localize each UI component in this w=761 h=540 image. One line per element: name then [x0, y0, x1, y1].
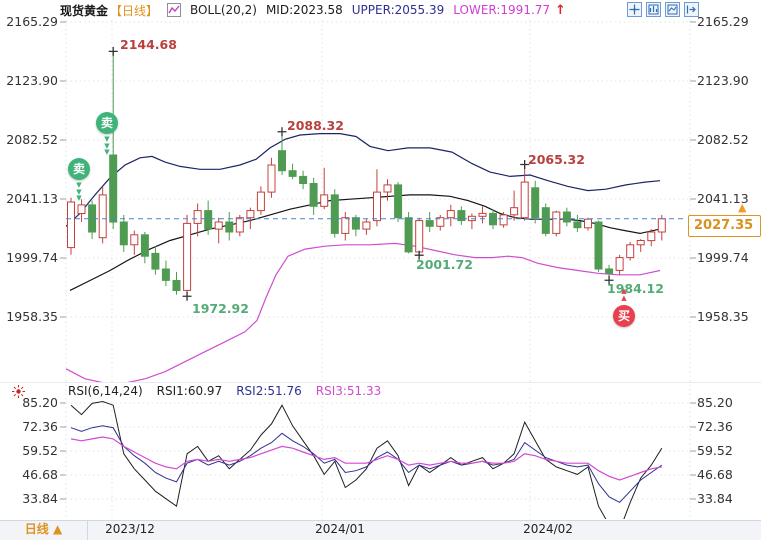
buy-signal-arrows-icon: ▲ ▲: [621, 287, 627, 302]
rsi-y-axis-label-right: 72.36: [697, 419, 733, 434]
sell-signal-badge: 卖: [96, 112, 118, 134]
rsi-y-axis-label-right: 46.68: [697, 467, 733, 482]
sell-signal-arrows-icon: ▼ ▼ ▼: [104, 135, 110, 156]
low-annotation: 1972.92: [192, 301, 249, 316]
rsi-y-axis-label-right: 33.84: [697, 491, 733, 506]
rsi-y-axis-label-left: 85.20: [22, 395, 58, 410]
rsi1-value: RSI1:60.97: [156, 384, 223, 398]
main-y-axis-label-left: 2123.90: [6, 73, 58, 88]
boll-upper-value: UPPER:2055.39: [351, 3, 445, 17]
boll-lower-value: LOWER:1991.77: [453, 3, 551, 17]
main-y-axis-label-right: 2041.13: [697, 191, 749, 206]
low-annotation: 1984.12: [607, 281, 664, 296]
x-axis-label: 2024/02: [523, 522, 573, 536]
legend-bar: 现货黄金 【日线】 BOLL(20,2) MID:2023.58 UPPER:2…: [60, 2, 566, 18]
rsi-y-axis-label-left: 59.52: [22, 443, 58, 458]
boll-mid-value: MID:2023.58: [265, 3, 343, 17]
rsi-y-axis-label-left: 72.36: [22, 419, 58, 434]
rsi-y-axis-label-left: 46.68: [22, 467, 58, 482]
main-y-axis-label-left: 1999.74: [6, 250, 58, 265]
chart-toolbar: [627, 2, 699, 17]
rsi-settings-icon[interactable]: [11, 384, 26, 399]
high-annotation: 2065.32: [528, 152, 585, 167]
buy-signal-badge: 买: [613, 305, 635, 327]
rsi-y-axis-label-right: 85.20: [697, 395, 733, 410]
indicator-pane-icon[interactable]: [646, 2, 661, 17]
period-tab-daily[interactable]: 日线 ▲: [0, 520, 88, 540]
main-y-axis-label-left: 1958.35: [6, 309, 58, 325]
sell-signal-badge: 卖: [68, 158, 90, 180]
trend-up-arrow-icon: ↑: [555, 2, 566, 18]
high-annotation: 2088.32: [287, 118, 344, 133]
rsi2-value: RSI2:51.76: [236, 384, 302, 398]
chart-pane-icon[interactable]: [665, 2, 680, 17]
rsi-legend: RSI(6,14,24) RSI1:60.97 RSI2:51.76 RSI3:…: [68, 384, 381, 398]
rsi-y-axis-label-left: 33.84: [22, 491, 58, 506]
boll-indicator-icon[interactable]: [167, 3, 182, 17]
x-axis-label: 2024/01: [315, 522, 365, 536]
main-y-axis-label-right: 1999.74: [697, 250, 749, 265]
main-y-axis-label-right: 2082.52: [697, 132, 749, 147]
time-axis-bar: [0, 520, 761, 540]
current-price-tag: 2027.35: [688, 215, 761, 237]
main-y-axis-label-right: 1958.35: [697, 309, 749, 325]
low-annotation: 2001.72: [416, 257, 473, 272]
main-y-axis-label-left: 2082.52: [6, 132, 58, 147]
rsi3-value: RSI3:51.33: [315, 384, 382, 398]
rsi-title: RSI(6,14,24): [68, 384, 143, 398]
price-up-arrow-icon: ▲: [738, 201, 747, 214]
sell-signal-arrows-icon: ▼ ▼ ▼: [76, 181, 82, 202]
rsi-y-axis-label-right: 59.52: [697, 443, 733, 458]
main-y-axis-label-right: 2165.29: [697, 14, 749, 29]
main-y-axis-label-left: 2041.13: [6, 191, 58, 206]
main-y-axis-label-left: 2165.29: [6, 14, 58, 29]
crosshair-icon[interactable]: [627, 2, 642, 17]
pane-separator: [0, 382, 761, 383]
period-label: 【日线】: [110, 3, 159, 18]
high-annotation: 2144.68: [120, 37, 177, 52]
collapse-right-icon[interactable]: [684, 2, 699, 17]
symbol-name: 现货黄金: [60, 3, 109, 18]
boll-label: BOLL(20,2): [190, 3, 257, 17]
main-y-axis-label-right: 2123.90: [697, 73, 749, 88]
x-axis-label: 2023/12: [105, 522, 155, 536]
